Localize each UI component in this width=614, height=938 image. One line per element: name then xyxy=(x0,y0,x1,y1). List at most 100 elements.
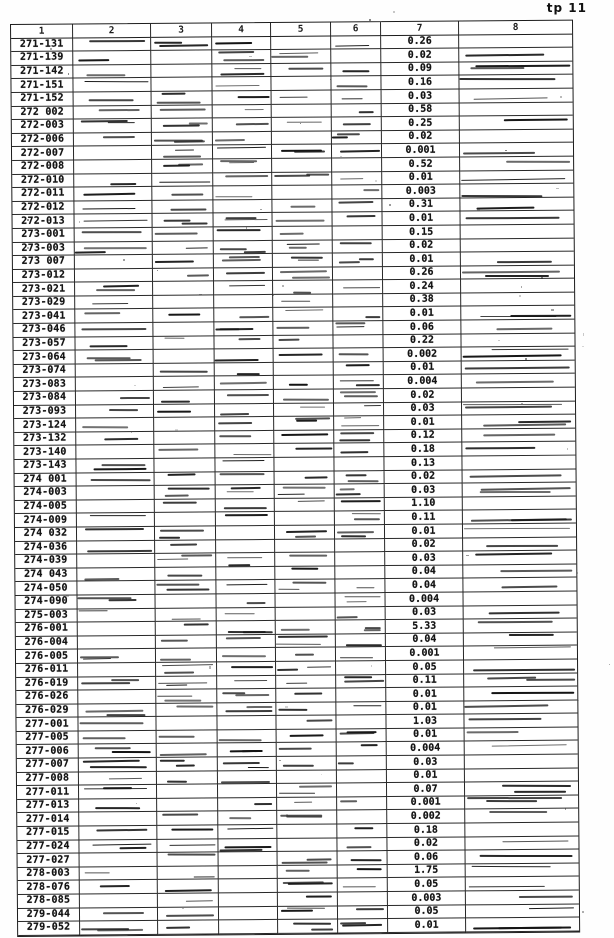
blank-cell xyxy=(218,838,278,853)
blank-cell xyxy=(155,648,218,663)
scan-artifact xyxy=(243,250,266,254)
row-code: 271-131 xyxy=(11,38,74,53)
blank-cell xyxy=(273,280,334,295)
row-code: 279-052 xyxy=(18,921,81,936)
scan-artifact xyxy=(162,155,202,158)
blank-cell xyxy=(212,90,272,105)
blank-cell xyxy=(331,76,382,91)
row-code: 276-001 xyxy=(15,622,78,637)
row-value: 0.001 xyxy=(387,796,466,811)
row-code: 271-139 xyxy=(11,51,74,66)
blank-cell xyxy=(212,50,272,65)
blank-cell xyxy=(336,756,387,771)
blank-cell xyxy=(463,591,577,606)
row-value: 0.03 xyxy=(385,605,464,621)
scan-artifact xyxy=(486,545,559,548)
blank-cell xyxy=(213,172,273,187)
row-code: 279-044 xyxy=(17,908,81,923)
scan-artifact xyxy=(92,843,152,847)
scan-artifact xyxy=(169,844,216,847)
blank-cell xyxy=(334,429,385,444)
row-code: 278-085 xyxy=(17,894,80,909)
scan-artifact xyxy=(80,120,128,123)
scan-artifact xyxy=(82,759,140,763)
scan-artifact xyxy=(498,926,562,930)
blank-cell xyxy=(333,334,384,349)
scan-artifact xyxy=(98,108,140,112)
blank-cell xyxy=(275,620,336,635)
blank-cell xyxy=(151,91,213,106)
blank-cell xyxy=(216,621,276,636)
scan-artifact xyxy=(472,668,575,672)
scan-artifact xyxy=(253,803,272,805)
blank-cell xyxy=(75,309,154,324)
blank-cell xyxy=(213,267,274,282)
blank-cell xyxy=(153,295,215,310)
blank-cell xyxy=(272,199,333,214)
blank-cell xyxy=(215,525,276,540)
scan-artifact xyxy=(276,643,321,646)
row-value: 0.01 xyxy=(382,170,461,186)
scan-artifact xyxy=(158,736,196,738)
scan-artifact xyxy=(340,500,381,503)
blank-cell xyxy=(273,389,334,404)
blank-cell xyxy=(464,727,578,742)
blank-cell xyxy=(336,701,387,716)
scan-artifact xyxy=(469,474,562,478)
scan-artifact xyxy=(282,764,314,767)
scan-artifact xyxy=(339,800,358,803)
scan-artifact xyxy=(153,42,183,45)
blank-cell xyxy=(152,213,214,228)
scan-artifact xyxy=(363,189,379,192)
blank-cell xyxy=(332,266,384,281)
scan-artifact xyxy=(282,486,326,490)
blank-cell xyxy=(79,866,158,881)
scan-speck xyxy=(582,910,585,913)
row-value: 0.15 xyxy=(382,225,461,240)
scan-artifact xyxy=(306,666,331,669)
blank-cell xyxy=(277,851,338,866)
blank-cell xyxy=(212,36,272,51)
row-value: 0.13 xyxy=(384,456,463,471)
row-value: 0.01 xyxy=(386,728,465,743)
scan-artifact xyxy=(215,42,253,45)
scan-artifact xyxy=(358,258,374,260)
blank-cell xyxy=(273,335,334,350)
row-code: 274 043 xyxy=(15,568,78,583)
blank-cell xyxy=(465,876,579,892)
scan-artifact xyxy=(510,314,572,317)
blank-cell xyxy=(74,268,154,283)
blank-cell xyxy=(155,567,217,582)
row-code: 276-011 xyxy=(16,663,79,678)
row-value: 0.03 xyxy=(381,89,460,104)
row-value: 0.09 xyxy=(381,62,460,77)
scan-artifact xyxy=(341,98,363,100)
row-value: 0.03 xyxy=(384,483,463,498)
scan-artifact xyxy=(228,817,252,820)
scan-artifact xyxy=(277,668,298,671)
scan-artifact xyxy=(286,682,308,685)
scan-artifact xyxy=(344,675,373,678)
scan-artifact xyxy=(170,543,198,546)
scan-artifact xyxy=(219,473,265,476)
blank-cell xyxy=(466,917,580,933)
blank-cell xyxy=(334,484,385,499)
blank-cell xyxy=(459,102,573,117)
row-value: 0.26 xyxy=(382,266,462,281)
scan-artifact xyxy=(216,228,262,232)
blank-cell xyxy=(464,686,578,702)
blank-cell xyxy=(459,74,573,90)
scan-artifact xyxy=(225,636,261,639)
row-value: 5.33 xyxy=(385,619,464,634)
scan-artifact xyxy=(226,272,266,276)
scan-artifact xyxy=(280,149,322,152)
blank-cell xyxy=(460,238,574,253)
scan-artifact xyxy=(220,72,265,76)
scan-artifact xyxy=(246,705,274,708)
blank-cell xyxy=(214,403,275,418)
row-code: 274-039 xyxy=(15,554,78,569)
blank-cell xyxy=(337,824,388,839)
scan-artifact xyxy=(223,762,261,765)
scan-artifact xyxy=(87,550,153,553)
row-value: 0.31 xyxy=(382,198,461,213)
